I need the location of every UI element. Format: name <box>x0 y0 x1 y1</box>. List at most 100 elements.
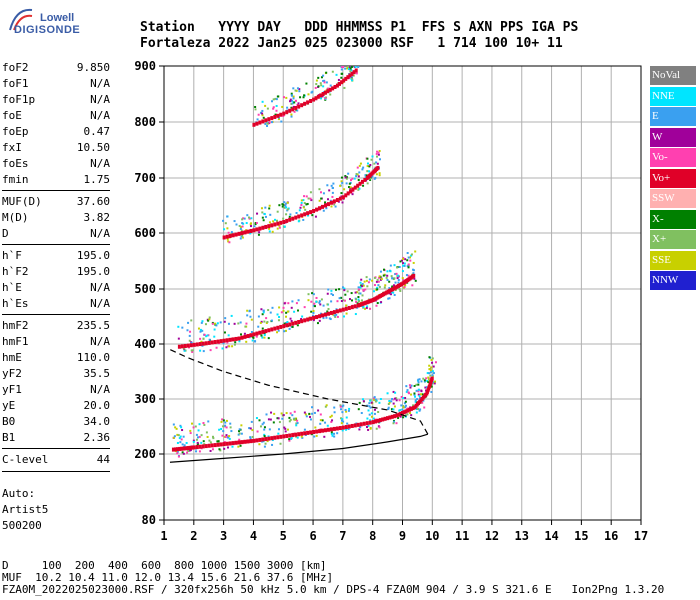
scatter-point <box>347 409 350 412</box>
trace-point <box>353 185 357 190</box>
footer: D 100 200 400 600 800 1000 1500 3000 [km… <box>2 560 664 596</box>
scatter-point <box>192 426 195 429</box>
scatter-point <box>394 397 397 400</box>
trace-point <box>344 306 348 311</box>
scatter-point <box>271 230 274 233</box>
scatter-point <box>387 408 390 411</box>
trace-point <box>190 445 194 450</box>
trace-point <box>385 416 389 421</box>
scatter-point <box>417 393 420 396</box>
scatter-point <box>260 207 263 210</box>
scatter-point <box>307 293 310 296</box>
scatter-point <box>429 369 432 372</box>
x-tick-label: 8 <box>369 529 376 543</box>
param-label: h`E <box>2 281 22 294</box>
scatter-point <box>197 327 200 330</box>
scatter-point <box>341 72 344 75</box>
scatter-point <box>417 407 420 410</box>
scatter-point <box>283 201 286 204</box>
scatter-point <box>390 291 393 294</box>
scatter-point <box>249 427 252 430</box>
scatter-point <box>290 99 293 102</box>
scatter-point <box>313 411 316 414</box>
scatter-point <box>290 437 293 440</box>
scatter-point <box>395 399 398 402</box>
trace-point <box>340 80 344 85</box>
scatter-point <box>402 264 405 267</box>
trace-point <box>258 226 262 231</box>
scatter-point <box>224 435 227 438</box>
scatter-point <box>414 250 417 253</box>
scatter-point <box>223 440 226 443</box>
scatter-point <box>394 289 397 292</box>
scatter-point <box>364 288 367 291</box>
trace-point <box>323 90 327 95</box>
scatter-point <box>417 388 420 391</box>
scatter-point <box>221 425 224 428</box>
scatter-point <box>420 380 423 383</box>
scatter-point <box>327 87 330 90</box>
scatter-point <box>237 322 240 325</box>
param-row-hmf1: hmF1 N/A <box>2 334 110 350</box>
scatter-point <box>344 293 347 296</box>
scatter-point <box>378 174 381 177</box>
scatter-point <box>253 225 256 228</box>
trace-point <box>276 113 280 118</box>
trace-point <box>318 314 322 319</box>
scatter-point <box>376 162 379 165</box>
scatter-point <box>259 111 262 114</box>
scatter-point <box>331 187 334 190</box>
scatter-point <box>199 328 202 331</box>
scatter-point <box>316 322 319 325</box>
scatter-point <box>369 307 372 310</box>
trace-point <box>234 440 238 445</box>
trace-point <box>338 308 342 313</box>
scatter-point <box>317 85 320 88</box>
param-label: h`F <box>2 249 22 262</box>
scatter-point <box>379 270 382 273</box>
trace-point <box>329 427 333 432</box>
scatter-point <box>421 393 424 396</box>
scatter-point <box>227 240 230 243</box>
scatter-point <box>268 121 271 124</box>
scatter-point <box>423 406 426 409</box>
logo-text-line2: DIGISONDE <box>14 24 81 36</box>
trace-point <box>213 340 217 345</box>
scatter-point <box>202 422 205 425</box>
x-tick-label: 10 <box>425 529 439 543</box>
scatter-point <box>195 438 198 441</box>
scatter-point <box>233 220 236 223</box>
scatter-point <box>309 191 312 194</box>
scatter-point <box>290 102 293 105</box>
scatter-point <box>195 450 198 453</box>
scatter-point <box>377 280 380 283</box>
scatter-point <box>276 417 279 420</box>
trace-point <box>243 334 247 339</box>
scatter-point <box>260 320 263 323</box>
scatter-point <box>325 316 328 319</box>
scatter-point <box>271 306 274 309</box>
scatter-point <box>395 272 398 275</box>
scatter-point <box>177 325 180 328</box>
param-row-foep: foEp 0.47 <box>2 124 110 140</box>
scatter-point <box>278 316 281 319</box>
param-row-hes: h`Es N/A <box>2 296 110 312</box>
scatter-point <box>410 254 413 257</box>
scatter-point <box>227 322 230 325</box>
lowell-digisonde-logo: Lowell DIGISONDE <box>6 4 81 40</box>
scatter-point <box>276 227 279 230</box>
scatter-point <box>278 306 281 309</box>
scatter-point <box>301 436 304 439</box>
param-row-foes: foEs N/A <box>2 156 110 172</box>
trace-point <box>198 444 202 449</box>
scatter-point <box>276 313 279 316</box>
scatter-point <box>341 286 344 289</box>
scatter-point <box>223 435 226 438</box>
trace-point <box>261 437 265 442</box>
scatter-point <box>375 427 378 430</box>
trace-point <box>258 120 262 125</box>
trace-point <box>315 207 319 212</box>
scatter-point <box>392 291 395 294</box>
scatter-point <box>402 262 405 265</box>
scatter-point <box>249 225 252 228</box>
